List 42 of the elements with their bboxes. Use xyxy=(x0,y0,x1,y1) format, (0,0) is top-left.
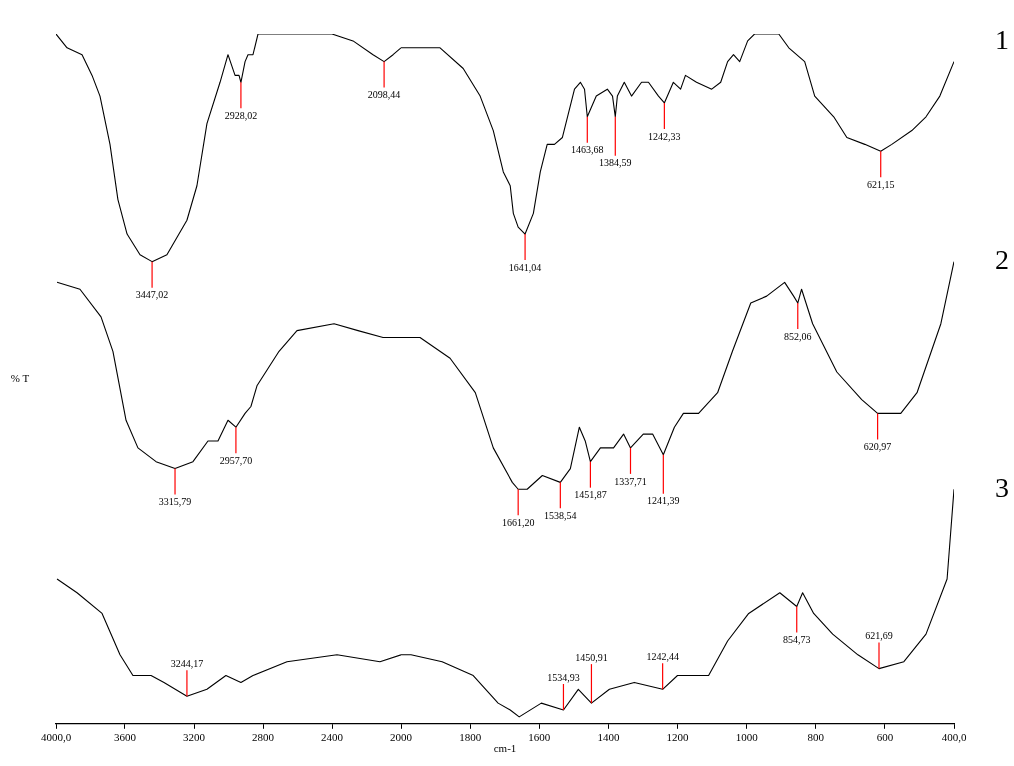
annotation: 621,69 xyxy=(865,630,893,642)
annotation: 3244,17 xyxy=(170,657,204,669)
x-tick-label: 1800 xyxy=(459,731,482,744)
annotation: 621,15 xyxy=(866,178,895,190)
x-tick-label: 2000 xyxy=(390,731,413,744)
x-axis-title: cm-1 xyxy=(493,742,517,755)
annotation: 1337,71 xyxy=(614,475,647,487)
annotation: 1538,54 xyxy=(544,509,577,521)
annotation: 1241,39 xyxy=(647,495,680,507)
annotation: 2957,70 xyxy=(219,454,253,466)
x-tick-label: 3600 xyxy=(114,731,137,744)
x-tick-label: 1600 xyxy=(528,731,551,744)
x-tick-label: 2400 xyxy=(321,731,344,744)
annotation: 3447,02 xyxy=(135,289,169,301)
x-tick-label: 400,0 xyxy=(941,731,967,744)
annotation: 854,73 xyxy=(782,634,811,646)
y-axis-title: % T xyxy=(10,371,30,384)
annotation: 1451,87 xyxy=(574,489,607,501)
annotation: 1463,68 xyxy=(571,144,604,156)
annotation: 1450,91 xyxy=(575,651,608,663)
annotation: 3315,79 xyxy=(158,496,192,508)
annotation: 1661,20 xyxy=(501,516,535,528)
x-tick-label: 800 xyxy=(807,731,825,744)
x-tick-label: 3200 xyxy=(183,731,206,744)
x-tick-label: 1200 xyxy=(666,731,689,744)
annotation: 1242,44 xyxy=(646,650,679,662)
annotation: 1534,93 xyxy=(547,671,580,683)
x-tick-label: 600 xyxy=(876,731,894,744)
series-label: 2 xyxy=(995,243,1009,275)
annotation: 1384,59 xyxy=(599,157,632,169)
annotation: 2098,44 xyxy=(367,89,401,101)
series-label: 3 xyxy=(995,471,1009,503)
x-tick-label: 1400 xyxy=(597,731,620,744)
annotation: 1641,04 xyxy=(508,261,542,273)
x-tick-label: 1000 xyxy=(735,731,759,744)
x-tick-label: 2800 xyxy=(252,731,275,744)
annotation: 852,06 xyxy=(784,330,812,342)
x-tick-label: 4000,0 xyxy=(40,731,72,744)
annotation: 620,97 xyxy=(863,441,892,453)
annotation: 1242,33 xyxy=(648,130,681,142)
series-label: 1 xyxy=(995,23,1009,55)
annotation: 2928,02 xyxy=(224,109,258,121)
